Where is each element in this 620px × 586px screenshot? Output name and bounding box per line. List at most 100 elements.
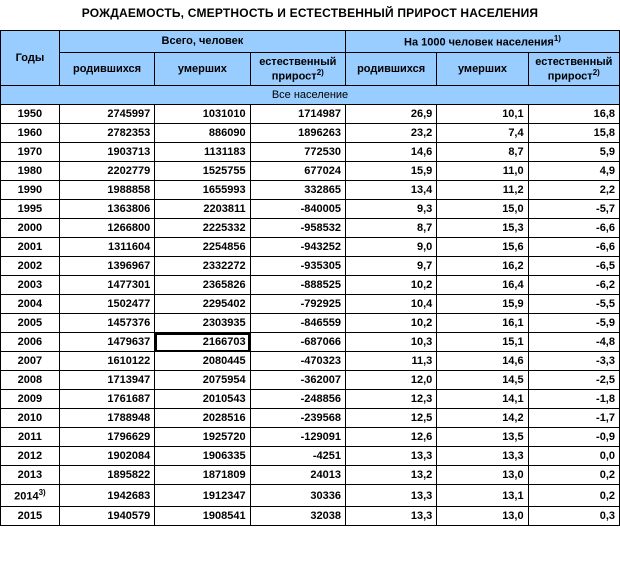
cell-increase-rate: 0,0 (528, 447, 619, 466)
cell-born: 1457376 (59, 314, 154, 333)
cell-year: 1960 (1, 124, 60, 143)
cell-increase-rate: 4,9 (528, 162, 619, 181)
cell-died-rate: 13,0 (437, 466, 528, 485)
cell-year: 1950 (1, 105, 60, 124)
cell-increase-rate: -0,9 (528, 428, 619, 447)
cell-born: 1479637 (59, 333, 154, 352)
cell-died-rate: 14,6 (437, 352, 528, 371)
table-row: 2015194057919085413203813,313,00,3 (1, 506, 620, 525)
cell-increase: -958532 (250, 219, 345, 238)
cell-year: 1980 (1, 162, 60, 181)
cell-year: 2013 (1, 466, 60, 485)
cell-increase-rate: -5,5 (528, 295, 619, 314)
cell-born-rate: 9,0 (345, 238, 436, 257)
cell-increase-rate: -4,8 (528, 333, 619, 352)
cell-born: 1942683 (59, 485, 154, 507)
cell-born-rate: 12,6 (345, 428, 436, 447)
table-row: 201219020841906335-425113,313,30,0 (1, 447, 620, 466)
table-row: 19901988858165599333286513,411,22,2 (1, 181, 620, 200)
cell-increase-rate: -2,5 (528, 371, 619, 390)
cell-died-rate: 14,2 (437, 409, 528, 428)
cell-increase: 32038 (250, 506, 345, 525)
cell-year: 1990 (1, 181, 60, 200)
cell-born-rate: 10,2 (345, 276, 436, 295)
cell-died: 2225332 (155, 219, 250, 238)
cell-died: 2365826 (155, 276, 250, 295)
cell-born: 2202779 (59, 162, 154, 181)
cell-year: 2000 (1, 219, 60, 238)
cell-born: 1940579 (59, 506, 154, 525)
cell-increase-rate: -1,8 (528, 390, 619, 409)
table-row: 19802202779152575567702415,911,04,9 (1, 162, 620, 181)
cell-born-rate: 13,4 (345, 181, 436, 200)
cell-born-rate: 9,3 (345, 200, 436, 219)
cell-died-rate: 15,6 (437, 238, 528, 257)
cell-died: 2254856 (155, 238, 250, 257)
header-born-rel: родившихся (345, 52, 436, 86)
cell-died: 1031010 (155, 105, 250, 124)
cell-died-rate: 16,1 (437, 314, 528, 333)
cell-increase-rate: 2,2 (528, 181, 619, 200)
cell-year: 2005 (1, 314, 60, 333)
cell-born-rate: 10,2 (345, 314, 436, 333)
cell-born: 2782353 (59, 124, 154, 143)
cell-born-rate: 14,6 (345, 143, 436, 162)
cell-increase: -129091 (250, 428, 345, 447)
cell-born-rate: 13,3 (345, 447, 436, 466)
header-per1000: На 1000 человек населения1) (345, 31, 619, 53)
cell-increase: -792925 (250, 295, 345, 314)
cell-increase: -943252 (250, 238, 345, 257)
cell-born: 1895822 (59, 466, 154, 485)
cell-increase: 772530 (250, 143, 345, 162)
cell-increase: -4251 (250, 447, 345, 466)
cell-increase: -248856 (250, 390, 345, 409)
cell-born-rate: 12,5 (345, 409, 436, 428)
cell-died-rate: 16,4 (437, 276, 528, 295)
cell-born-rate: 13,3 (345, 506, 436, 525)
cell-increase: -888525 (250, 276, 345, 295)
cell-increase-rate: 16,8 (528, 105, 619, 124)
cell-died-rate: 15,3 (437, 219, 528, 238)
cell-died-rate: 15,0 (437, 200, 528, 219)
cell-year: 20143) (1, 485, 60, 507)
cell-born: 1903713 (59, 143, 154, 162)
table-row: 200113116042254856-9432529,015,6-6,6 (1, 238, 620, 257)
cell-increase-rate: -6,6 (528, 238, 619, 257)
cell-year: 2001 (1, 238, 60, 257)
table-row: 19701903713113118377253014,68,75,9 (1, 143, 620, 162)
cell-died: 2166703 (155, 333, 250, 352)
header-born-abs: родившихся (59, 52, 154, 86)
header-inc-abs: естественный прирост2) (250, 52, 345, 86)
cell-increase-rate: -6,2 (528, 276, 619, 295)
cell-born: 1796629 (59, 428, 154, 447)
cell-died: 1912347 (155, 485, 250, 507)
cell-born: 1610122 (59, 352, 154, 371)
cell-year: 2002 (1, 257, 60, 276)
cell-died-rate: 14,1 (437, 390, 528, 409)
cell-died-rate: 13,1 (437, 485, 528, 507)
cell-born-rate: 26,9 (345, 105, 436, 124)
table-row: 20143)194268319123473033613,313,10,2 (1, 485, 620, 507)
cell-year: 2006 (1, 333, 60, 352)
header-died-rel: умерших (437, 52, 528, 86)
cell-increase: -470323 (250, 352, 345, 371)
cell-died-rate: 8,7 (437, 143, 528, 162)
cell-died-rate: 10,1 (437, 105, 528, 124)
cell-born: 1788948 (59, 409, 154, 428)
cell-died: 2080445 (155, 352, 250, 371)
cell-died-rate: 13,3 (437, 447, 528, 466)
cell-increase-rate: -1,7 (528, 409, 619, 428)
table-row: 201117966291925720-12909112,613,5-0,9 (1, 428, 620, 447)
header-years: Годы (1, 31, 60, 86)
cell-increase: -362007 (250, 371, 345, 390)
cell-born-rate: 23,2 (345, 124, 436, 143)
cell-died-rate: 15,9 (437, 295, 528, 314)
cell-year: 1970 (1, 143, 60, 162)
cell-died-rate: 14,5 (437, 371, 528, 390)
cell-born-rate: 15,9 (345, 162, 436, 181)
cell-increase: -687066 (250, 333, 345, 352)
table-row: 200514573762303935-84655910,216,1-5,9 (1, 314, 620, 333)
table-row: 200716101222080445-47032311,314,6-3,3 (1, 352, 620, 371)
header-inc-rel: естественный прирост2) (528, 52, 619, 86)
cell-born: 1902084 (59, 447, 154, 466)
